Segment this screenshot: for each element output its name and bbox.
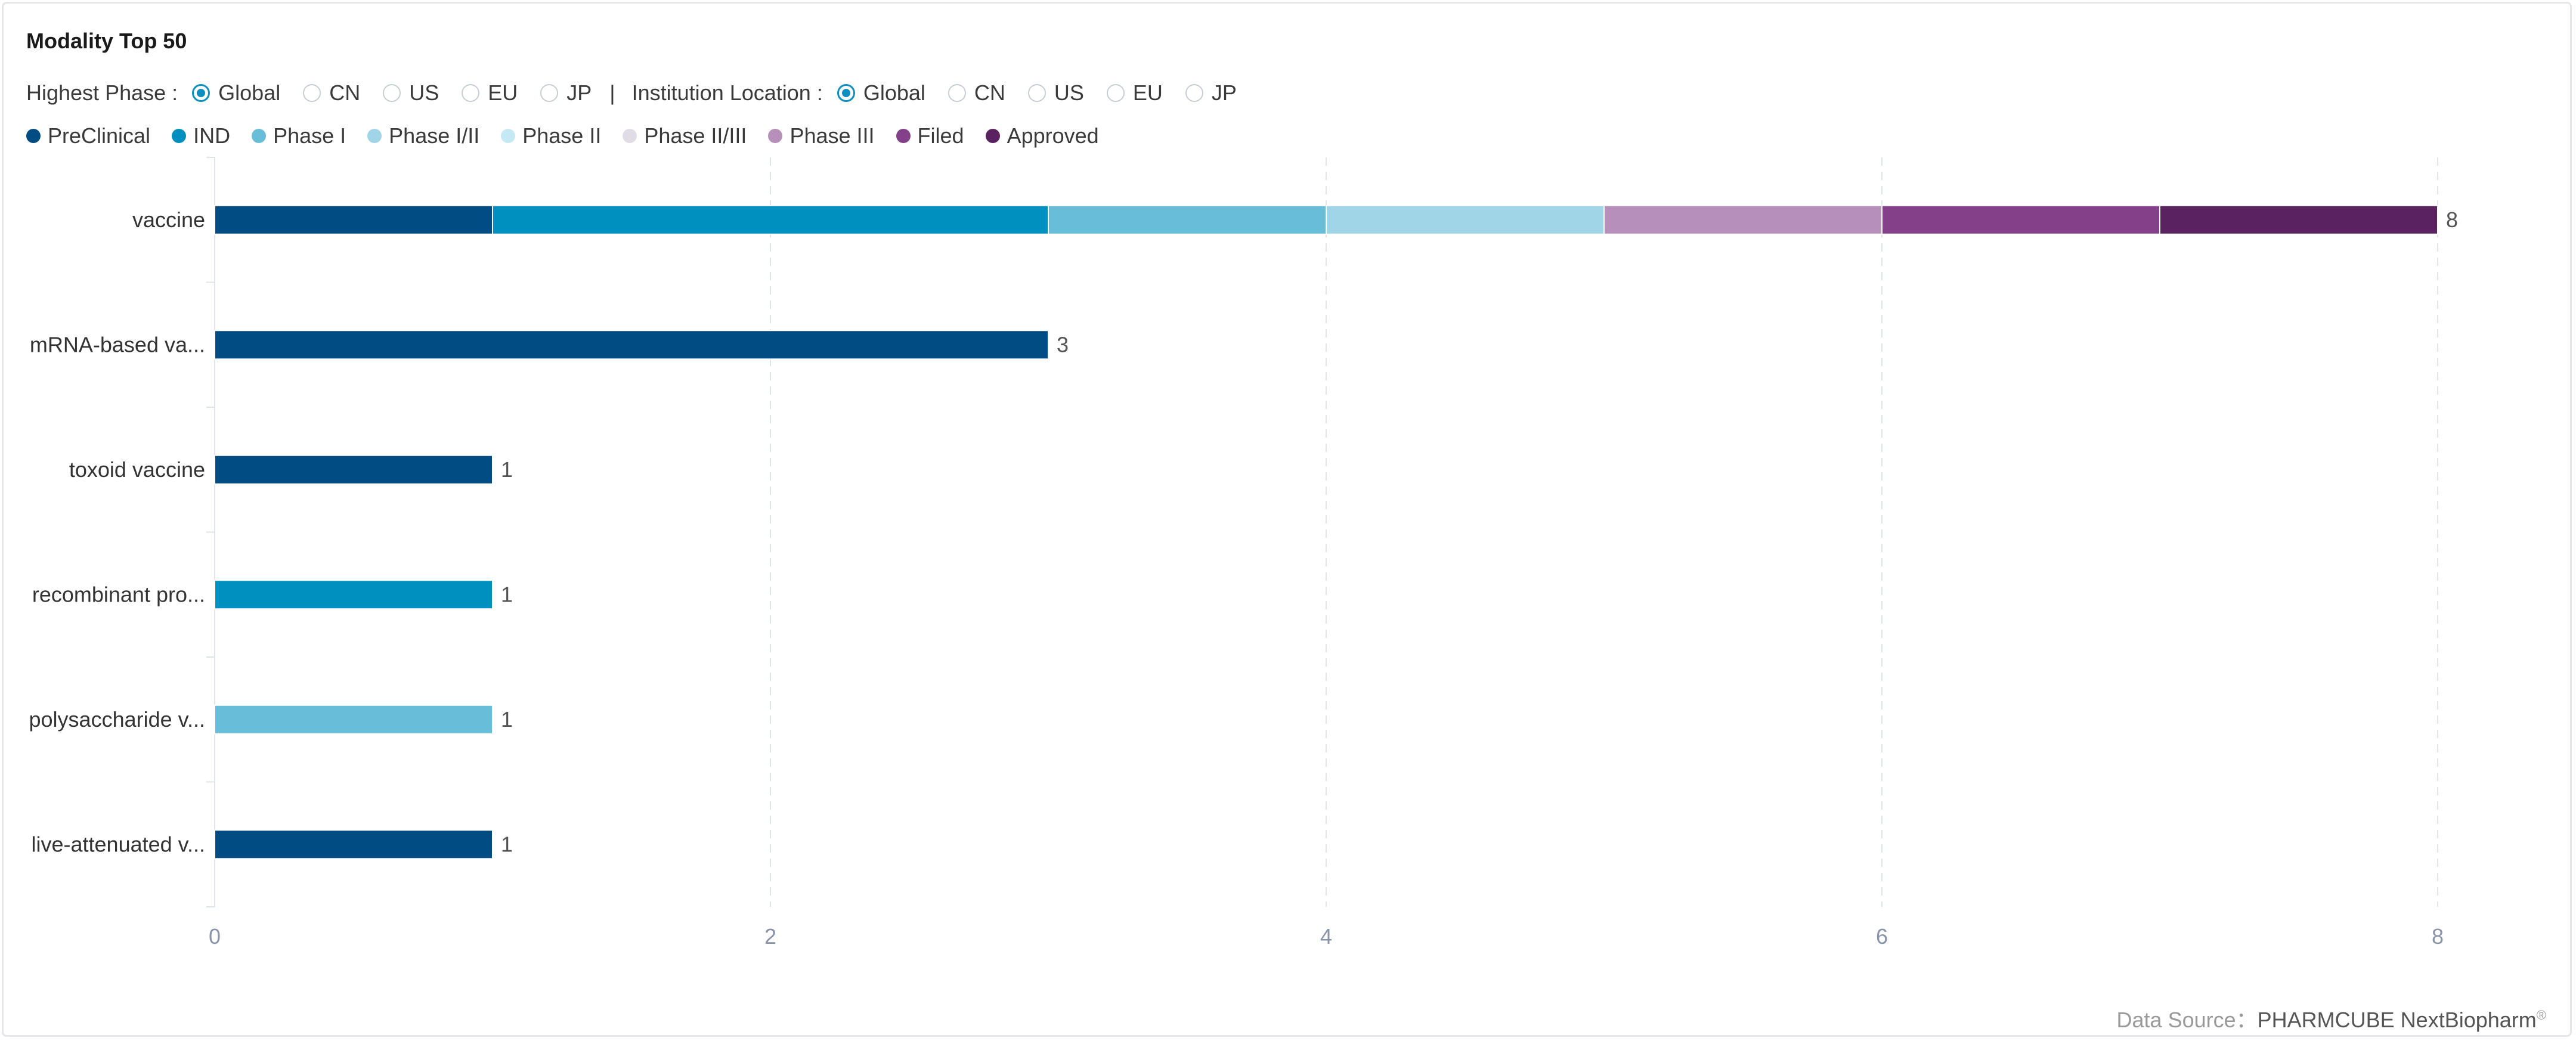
category-label: recombinant pro... bbox=[32, 582, 205, 606]
bar-segment bbox=[214, 205, 493, 235]
bar-segment bbox=[214, 829, 493, 860]
legend-label: Phase II/III bbox=[644, 123, 747, 148]
highest-phase-jp-radio[interactable]: JP bbox=[540, 80, 592, 106]
radio-circle bbox=[462, 84, 480, 102]
legend-label: Phase I/II bbox=[389, 123, 480, 148]
institution-global-radio[interactable]: Global bbox=[837, 80, 925, 106]
institution-jp-radio[interactable]: JP bbox=[1185, 80, 1237, 106]
radio-circle bbox=[1027, 84, 1046, 102]
x-tick-label: 4 bbox=[1320, 924, 1332, 949]
category-label: live-attenuated v... bbox=[32, 832, 206, 856]
legend-label: IND bbox=[193, 123, 231, 148]
data-source-footer: Data Source：PHARMCUBE NextBiopharm® bbox=[2117, 1003, 2546, 1034]
bar-total-label: 1 bbox=[501, 832, 513, 856]
x-tick-label: 2 bbox=[764, 924, 776, 949]
legend-item[interactable]: Phase III bbox=[768, 123, 875, 148]
bar-segment bbox=[492, 205, 1049, 235]
bar-segment bbox=[1326, 205, 1605, 235]
bar-segment bbox=[1048, 205, 1327, 235]
radio-circle bbox=[192, 84, 210, 102]
category-label: vaccine bbox=[132, 207, 205, 232]
radio-circle bbox=[303, 84, 321, 102]
x-tick-label: 0 bbox=[209, 924, 221, 949]
legend-dot bbox=[768, 129, 783, 143]
filter-bar: Highest Phase : Global CN US EU JP | Ins… bbox=[26, 80, 1259, 106]
legend-label: Approved bbox=[1007, 123, 1099, 148]
legend-label: Phase III bbox=[789, 123, 875, 148]
bar-total-label: 8 bbox=[2446, 207, 2458, 232]
legend-item[interactable]: Phase I bbox=[252, 123, 346, 148]
highest-phase-label: Highest Phase : bbox=[26, 80, 178, 105]
bar-segment bbox=[214, 704, 493, 735]
bar-total-label: 1 bbox=[501, 457, 513, 482]
category-label: polysaccharide v... bbox=[29, 707, 205, 732]
institution-location-label: Institution Location : bbox=[631, 80, 823, 105]
bar-segment bbox=[214, 330, 1049, 360]
chart-title: Modality Top 50 bbox=[26, 29, 187, 53]
bar-total-label: 1 bbox=[501, 707, 513, 732]
legend-dot bbox=[501, 129, 516, 143]
legend-label: Phase II bbox=[522, 123, 602, 148]
bar-segment bbox=[214, 580, 493, 610]
radio-circle bbox=[540, 84, 559, 102]
x-tick-label: 8 bbox=[2432, 924, 2444, 949]
filter-separator: | bbox=[609, 80, 615, 105]
data-source-brand: PHARMCUBE NextBiopharm bbox=[2257, 1008, 2537, 1032]
legend-item[interactable]: PreClinical bbox=[26, 123, 150, 148]
stacked-bar-chart: 0 2 4 6 8 vaccine 8 mRNA-based va... 3 toxoid vac… bbox=[29, 157, 2458, 949]
legend-item[interactable]: Filed bbox=[896, 123, 964, 148]
legend-label: PreClinical bbox=[48, 123, 151, 148]
legend-item[interactable]: Approved bbox=[985, 123, 1099, 148]
highest-phase-us-radio[interactable]: US bbox=[383, 80, 439, 106]
highest-phase-eu-radio[interactable]: EU bbox=[462, 80, 518, 106]
legend-dot bbox=[252, 129, 267, 143]
category-label: toxoid vaccine bbox=[69, 457, 205, 482]
institution-cn-radio[interactable]: CN bbox=[948, 80, 1005, 106]
legend-item[interactable]: Phase I/II bbox=[367, 123, 479, 148]
legend-item[interactable]: Phase II bbox=[501, 123, 601, 148]
bar-segment bbox=[214, 454, 493, 485]
x-tick-label: 6 bbox=[1876, 924, 1888, 949]
legend-dot bbox=[985, 129, 1000, 143]
highest-phase-global-radio[interactable]: Global bbox=[192, 80, 280, 106]
legend-dot bbox=[26, 129, 41, 143]
legend-item[interactable]: IND bbox=[172, 123, 230, 148]
category-label: mRNA-based va... bbox=[30, 332, 205, 357]
radio-circle bbox=[837, 84, 855, 102]
bar-total-label: 3 bbox=[1057, 332, 1069, 357]
bar-segment bbox=[1881, 205, 2160, 235]
legend-label: Phase I bbox=[273, 123, 346, 148]
chart-legend: PreClinical IND Phase I Phase I/II Phase II P… bbox=[26, 123, 1120, 149]
radio-circle bbox=[948, 84, 966, 102]
legend-dot bbox=[367, 129, 382, 143]
bar-segment bbox=[2159, 205, 2438, 235]
registered-mark: ® bbox=[2536, 1008, 2546, 1023]
radio-circle bbox=[383, 84, 401, 102]
legend-label: Filed bbox=[917, 123, 964, 148]
institution-us-radio[interactable]: US bbox=[1027, 80, 1084, 106]
legend-dot bbox=[623, 129, 637, 143]
radio-circle bbox=[1106, 84, 1125, 102]
legend-dot bbox=[896, 129, 911, 143]
institution-eu-radio[interactable]: EU bbox=[1106, 80, 1163, 106]
legend-dot bbox=[172, 129, 187, 143]
radio-circle bbox=[1185, 84, 1203, 102]
bar-total-label: 1 bbox=[501, 582, 513, 606]
legend-item[interactable]: Phase II/III bbox=[623, 123, 747, 148]
bar-segment bbox=[1603, 205, 1883, 235]
data-source-label: Data Source： bbox=[2116, 1008, 2258, 1032]
highest-phase-cn-radio[interactable]: CN bbox=[303, 80, 360, 106]
